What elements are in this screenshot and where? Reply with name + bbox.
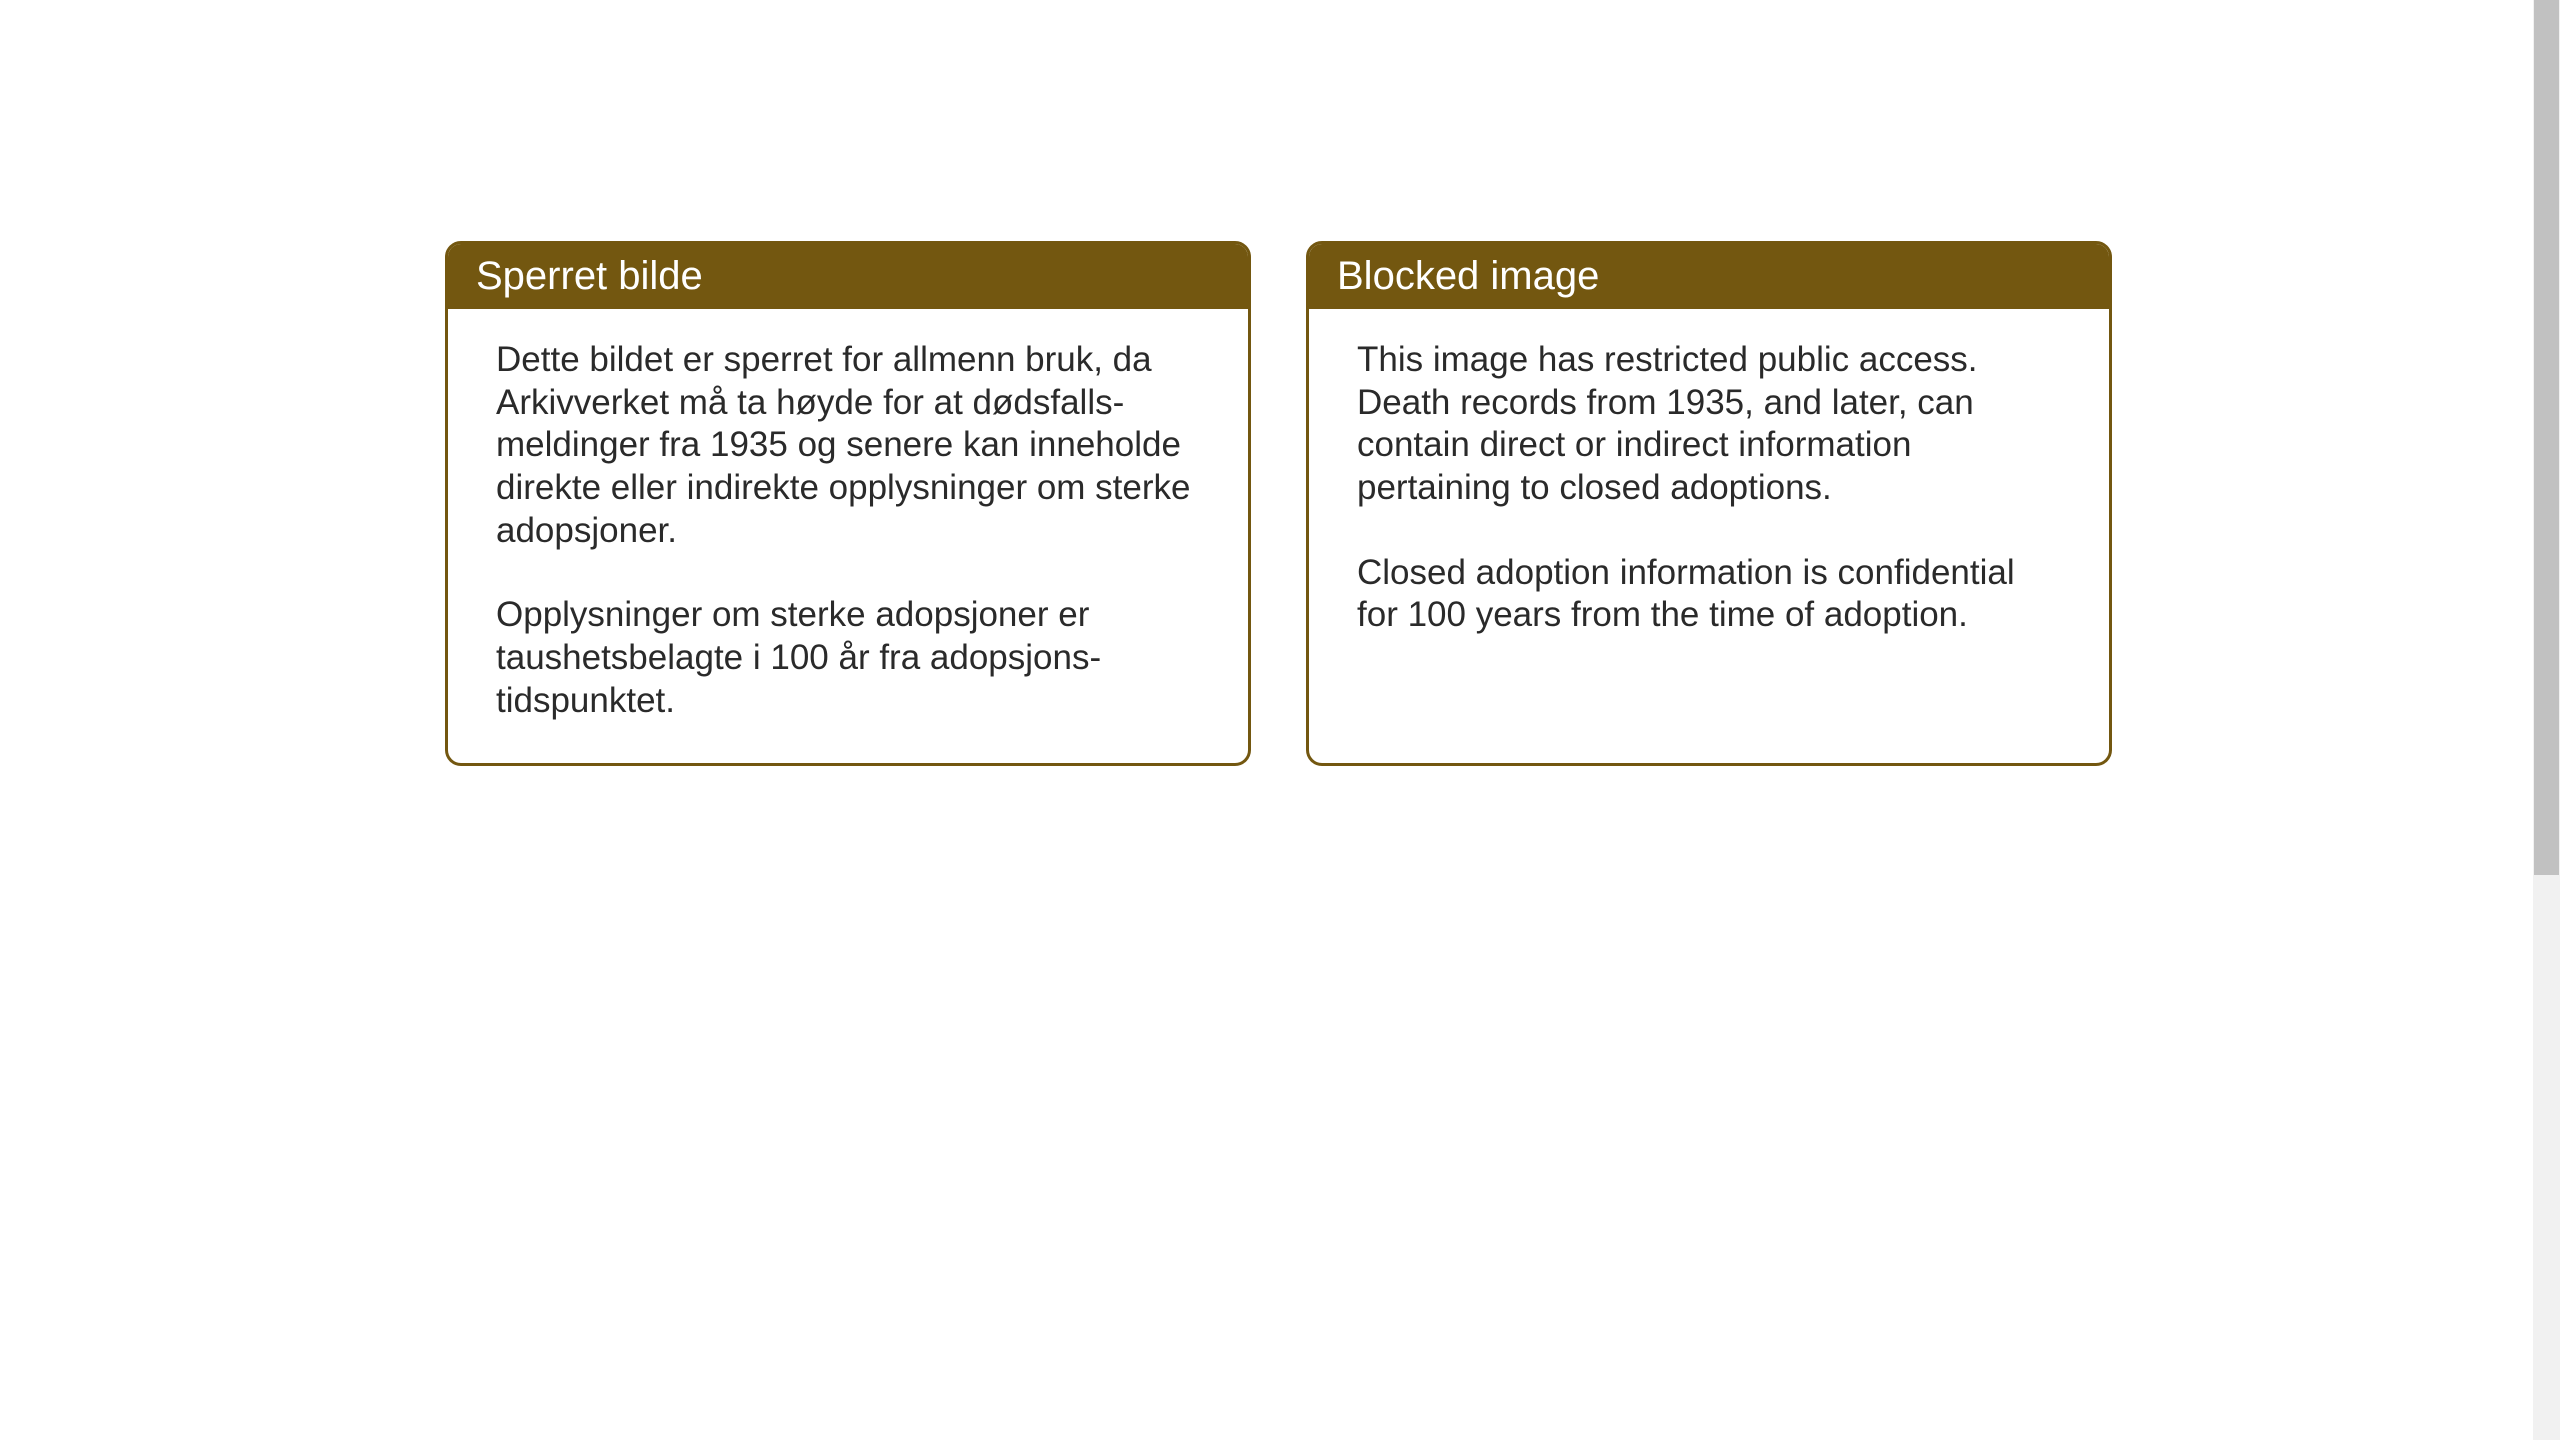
card-english: Blocked image This image has restricted … — [1306, 241, 2112, 766]
card-paragraph-2-english: Closed adoption information is confident… — [1357, 552, 2061, 637]
card-paragraph-2-norwegian: Opplysninger om sterke adopsjoner er tau… — [496, 594, 1200, 722]
card-paragraph-1-english: This image has restricted public access.… — [1357, 339, 2061, 510]
card-header-norwegian: Sperret bilde — [448, 244, 1248, 309]
scrollbar-track[interactable] — [2533, 0, 2560, 1440]
card-paragraph-1-norwegian: Dette bildet er sperret for allmenn bruk… — [496, 339, 1200, 552]
card-body-norwegian: Dette bildet er sperret for allmenn bruk… — [448, 309, 1248, 763]
cards-container: Sperret bilde Dette bildet er sperret fo… — [445, 241, 2112, 766]
card-header-english: Blocked image — [1309, 244, 2109, 309]
card-title-norwegian: Sperret bilde — [476, 254, 703, 298]
card-title-english: Blocked image — [1337, 254, 1599, 298]
scrollbar-thumb[interactable] — [2534, 0, 2559, 875]
card-norwegian: Sperret bilde Dette bildet er sperret fo… — [445, 241, 1251, 766]
card-body-english: This image has restricted public access.… — [1309, 309, 2109, 709]
